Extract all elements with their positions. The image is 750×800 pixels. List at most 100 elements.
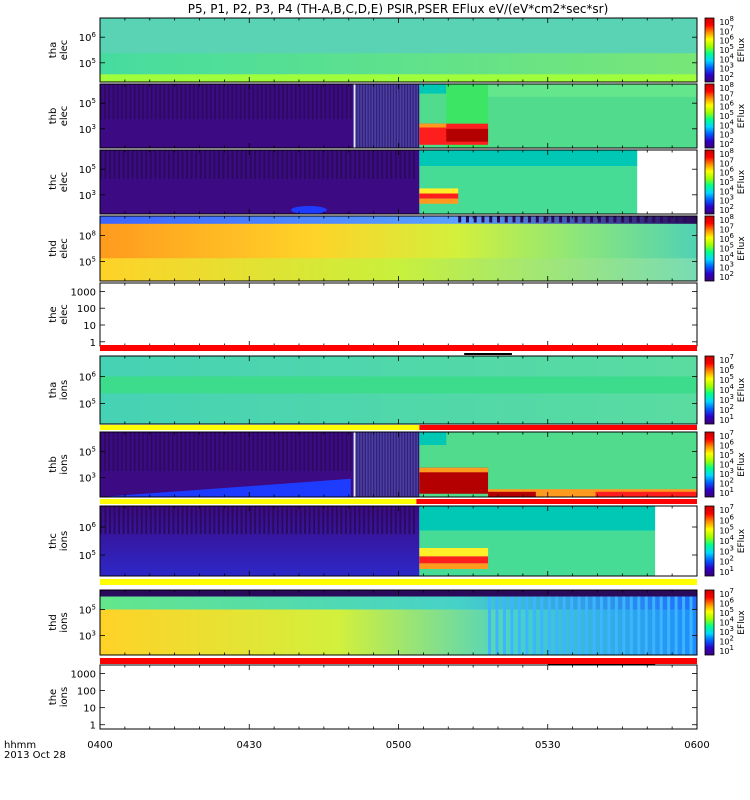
spectrogram-stripe xyxy=(172,432,174,471)
colorbar-label: EFlux xyxy=(737,528,747,553)
spectrogram-stripe xyxy=(273,84,276,120)
y-tick-label: 106 xyxy=(79,31,97,44)
panel-species-label: ions xyxy=(59,687,70,707)
spectrogram-stripe xyxy=(322,150,325,179)
spectrogram-stripe xyxy=(465,216,469,223)
spectrogram-stripe xyxy=(299,432,301,471)
quality-flag-segment xyxy=(416,499,697,504)
spectrogram-band xyxy=(446,128,489,142)
spectrogram-stripe xyxy=(363,150,365,179)
spectrogram-stripe xyxy=(376,432,378,497)
panel-species-label: elec xyxy=(59,106,70,127)
spectrogram-stripe xyxy=(227,150,229,179)
spectrogram-stripe xyxy=(222,84,225,120)
spectrogram-stripe xyxy=(415,432,417,497)
spectrogram-stripe xyxy=(158,150,161,179)
spectrogram-stripe xyxy=(167,84,170,120)
quality-flag-segment xyxy=(100,579,697,585)
spectrogram-stripe xyxy=(559,216,563,223)
panel-probe-label: thb xyxy=(48,456,59,473)
spectrogram-stripe xyxy=(370,432,372,497)
spectrogram-stripe xyxy=(363,506,365,534)
spectrogram-stripe xyxy=(184,84,187,120)
spectrogram-stripe xyxy=(231,84,233,120)
spectrogram-stripe xyxy=(159,432,161,471)
spectrogram-stripe xyxy=(385,506,388,534)
spectrogram-stripe xyxy=(195,150,198,179)
spectrogram-stripe xyxy=(340,506,343,534)
spectrogram-stripe xyxy=(636,216,640,223)
spectrogram-stripe xyxy=(389,84,391,148)
spectrogram-stripe xyxy=(570,596,574,655)
spectrogram-stripe xyxy=(186,506,188,534)
spectrogram-stripe xyxy=(210,84,212,120)
time-tick-label: 0430 xyxy=(237,740,262,751)
spectrogram-stripe xyxy=(404,432,406,497)
spectrogram-stripe xyxy=(381,432,383,497)
spectrogram-stripe xyxy=(354,506,356,534)
spectrogram-stripe xyxy=(272,506,275,534)
spectrogram-stripe xyxy=(180,84,183,120)
spectrogram-stripe xyxy=(290,84,293,120)
spectrogram-stripe xyxy=(239,432,242,471)
spectrogram-stripe xyxy=(227,506,229,534)
spectrogram-stripe xyxy=(403,84,404,148)
colorbar-label: EFlux xyxy=(737,377,747,402)
spectrogram-stripe xyxy=(263,150,266,179)
panel-species-label: ions xyxy=(59,612,70,632)
spectrogram-stripe xyxy=(367,150,370,179)
spectrogram-stripe xyxy=(154,506,157,534)
spectrogram-stripe xyxy=(265,432,267,471)
y-tick-label: 103 xyxy=(79,472,96,485)
spectrogram-stripe xyxy=(320,84,322,120)
data-gap xyxy=(655,506,697,576)
panel-probe-label: tha xyxy=(48,382,59,398)
spectrogram-stripe xyxy=(370,84,372,148)
spectrogram-stripe xyxy=(399,506,402,534)
spectrogram-stripe xyxy=(354,150,356,179)
spectrogram-stripe xyxy=(256,84,259,120)
spectrogram-stripe xyxy=(316,432,318,471)
spectrogram-stripe xyxy=(129,84,132,120)
spectrogram-stripe xyxy=(308,150,311,179)
spectrogram-stripe xyxy=(473,216,477,223)
spectrogram-stripe xyxy=(313,150,316,179)
y-tick-label: 1 xyxy=(90,338,96,349)
spectrogram-stripe xyxy=(415,84,417,148)
y-tick-label: 105 xyxy=(79,97,96,110)
spectrogram-stripe xyxy=(121,432,123,471)
spectrogram-stripe xyxy=(689,596,693,655)
spectrogram-stripe xyxy=(528,216,532,223)
spectrogram-stripe xyxy=(235,432,238,471)
y-tick-label: 1000 xyxy=(71,670,96,681)
spectrogram-cell xyxy=(100,18,697,54)
spectrogram-stripe xyxy=(189,432,191,471)
spectrogram-stripe xyxy=(520,216,524,223)
spectrogram-stripe xyxy=(362,84,364,148)
spectrogram-stripe xyxy=(252,84,255,120)
panel-species-label: elec xyxy=(59,40,70,61)
y-tick-label: 105 xyxy=(79,549,96,562)
spectrogram-stripe xyxy=(367,432,369,497)
spectrogram-stripe xyxy=(372,506,375,534)
spectrogram-stripe xyxy=(401,432,403,497)
spectrogram-stripe xyxy=(359,432,361,497)
spectrogram-stripe xyxy=(276,150,279,179)
spectrogram-stripe xyxy=(199,150,202,179)
panel-probe-label: thd xyxy=(48,614,59,631)
spectrogram-stripe xyxy=(265,84,267,120)
spectrogram-stripe xyxy=(177,150,179,179)
spectrogram-stripe xyxy=(407,84,409,148)
spectrogram-band xyxy=(419,548,489,557)
spectrogram-stripe xyxy=(184,432,187,471)
spectrogram-stripe xyxy=(108,84,110,120)
spectrogram-stripe xyxy=(392,84,394,148)
spectrogram-stripe xyxy=(525,596,529,655)
spectrogram-stripe xyxy=(278,84,280,120)
spectrogram-stripe xyxy=(497,216,500,223)
spectrogram-stripe xyxy=(390,506,393,534)
spectrogram-stripe xyxy=(217,506,220,534)
spectrogram-cell xyxy=(488,84,697,97)
